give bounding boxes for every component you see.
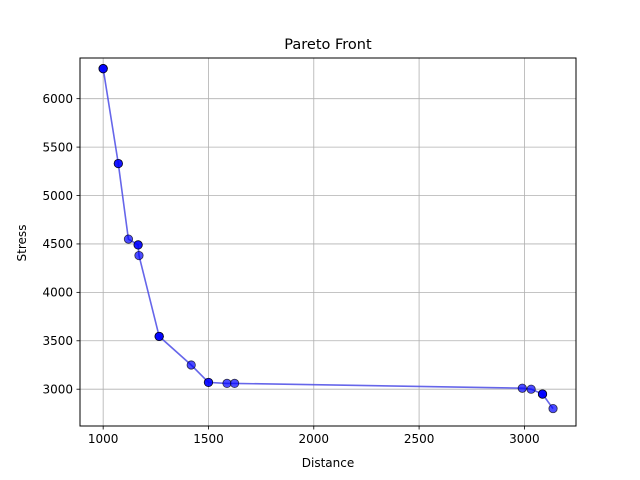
y-tick-label: 4500 (42, 237, 73, 251)
data-point (154, 331, 164, 342)
y-tick-label: 6000 (42, 92, 73, 106)
data-point (526, 384, 536, 394)
x-tick-label: 1000 (88, 432, 119, 446)
data-point (222, 378, 232, 388)
grid (80, 58, 576, 426)
data-points (98, 64, 558, 414)
data-point (98, 64, 108, 74)
x-axis-ticks: 1000 1500 2000 2500 3000 (88, 426, 540, 446)
y-tick-label: 3500 (42, 334, 73, 348)
data-point (229, 378, 240, 388)
data-point (203, 377, 214, 388)
data-point (123, 234, 134, 244)
y-tick-label: 5500 (42, 140, 73, 154)
y-axis-label: Stress (15, 225, 29, 262)
data-point (186, 360, 196, 370)
y-tick-label: 4000 (42, 286, 73, 300)
data-point (517, 383, 527, 393)
y-tick-label: 5000 (42, 189, 73, 203)
x-tick-label: 2000 (299, 432, 330, 446)
data-point (113, 158, 123, 169)
x-axis-label: Distance (302, 456, 354, 470)
y-tick-label: 3000 (42, 383, 73, 397)
data-point (537, 389, 548, 399)
x-tick-label: 3000 (509, 432, 540, 446)
y-axis-ticks: 3000 3500 4000 4500 5000 5500 6000 (42, 92, 80, 397)
x-tick-label: 1500 (193, 432, 224, 446)
x-tick-label: 2500 (404, 432, 435, 446)
data-point (134, 250, 144, 261)
chart-title: Pareto Front (284, 37, 372, 53)
data-point (548, 403, 558, 414)
data-point (133, 240, 143, 250)
plot-frame (79, 57, 577, 427)
